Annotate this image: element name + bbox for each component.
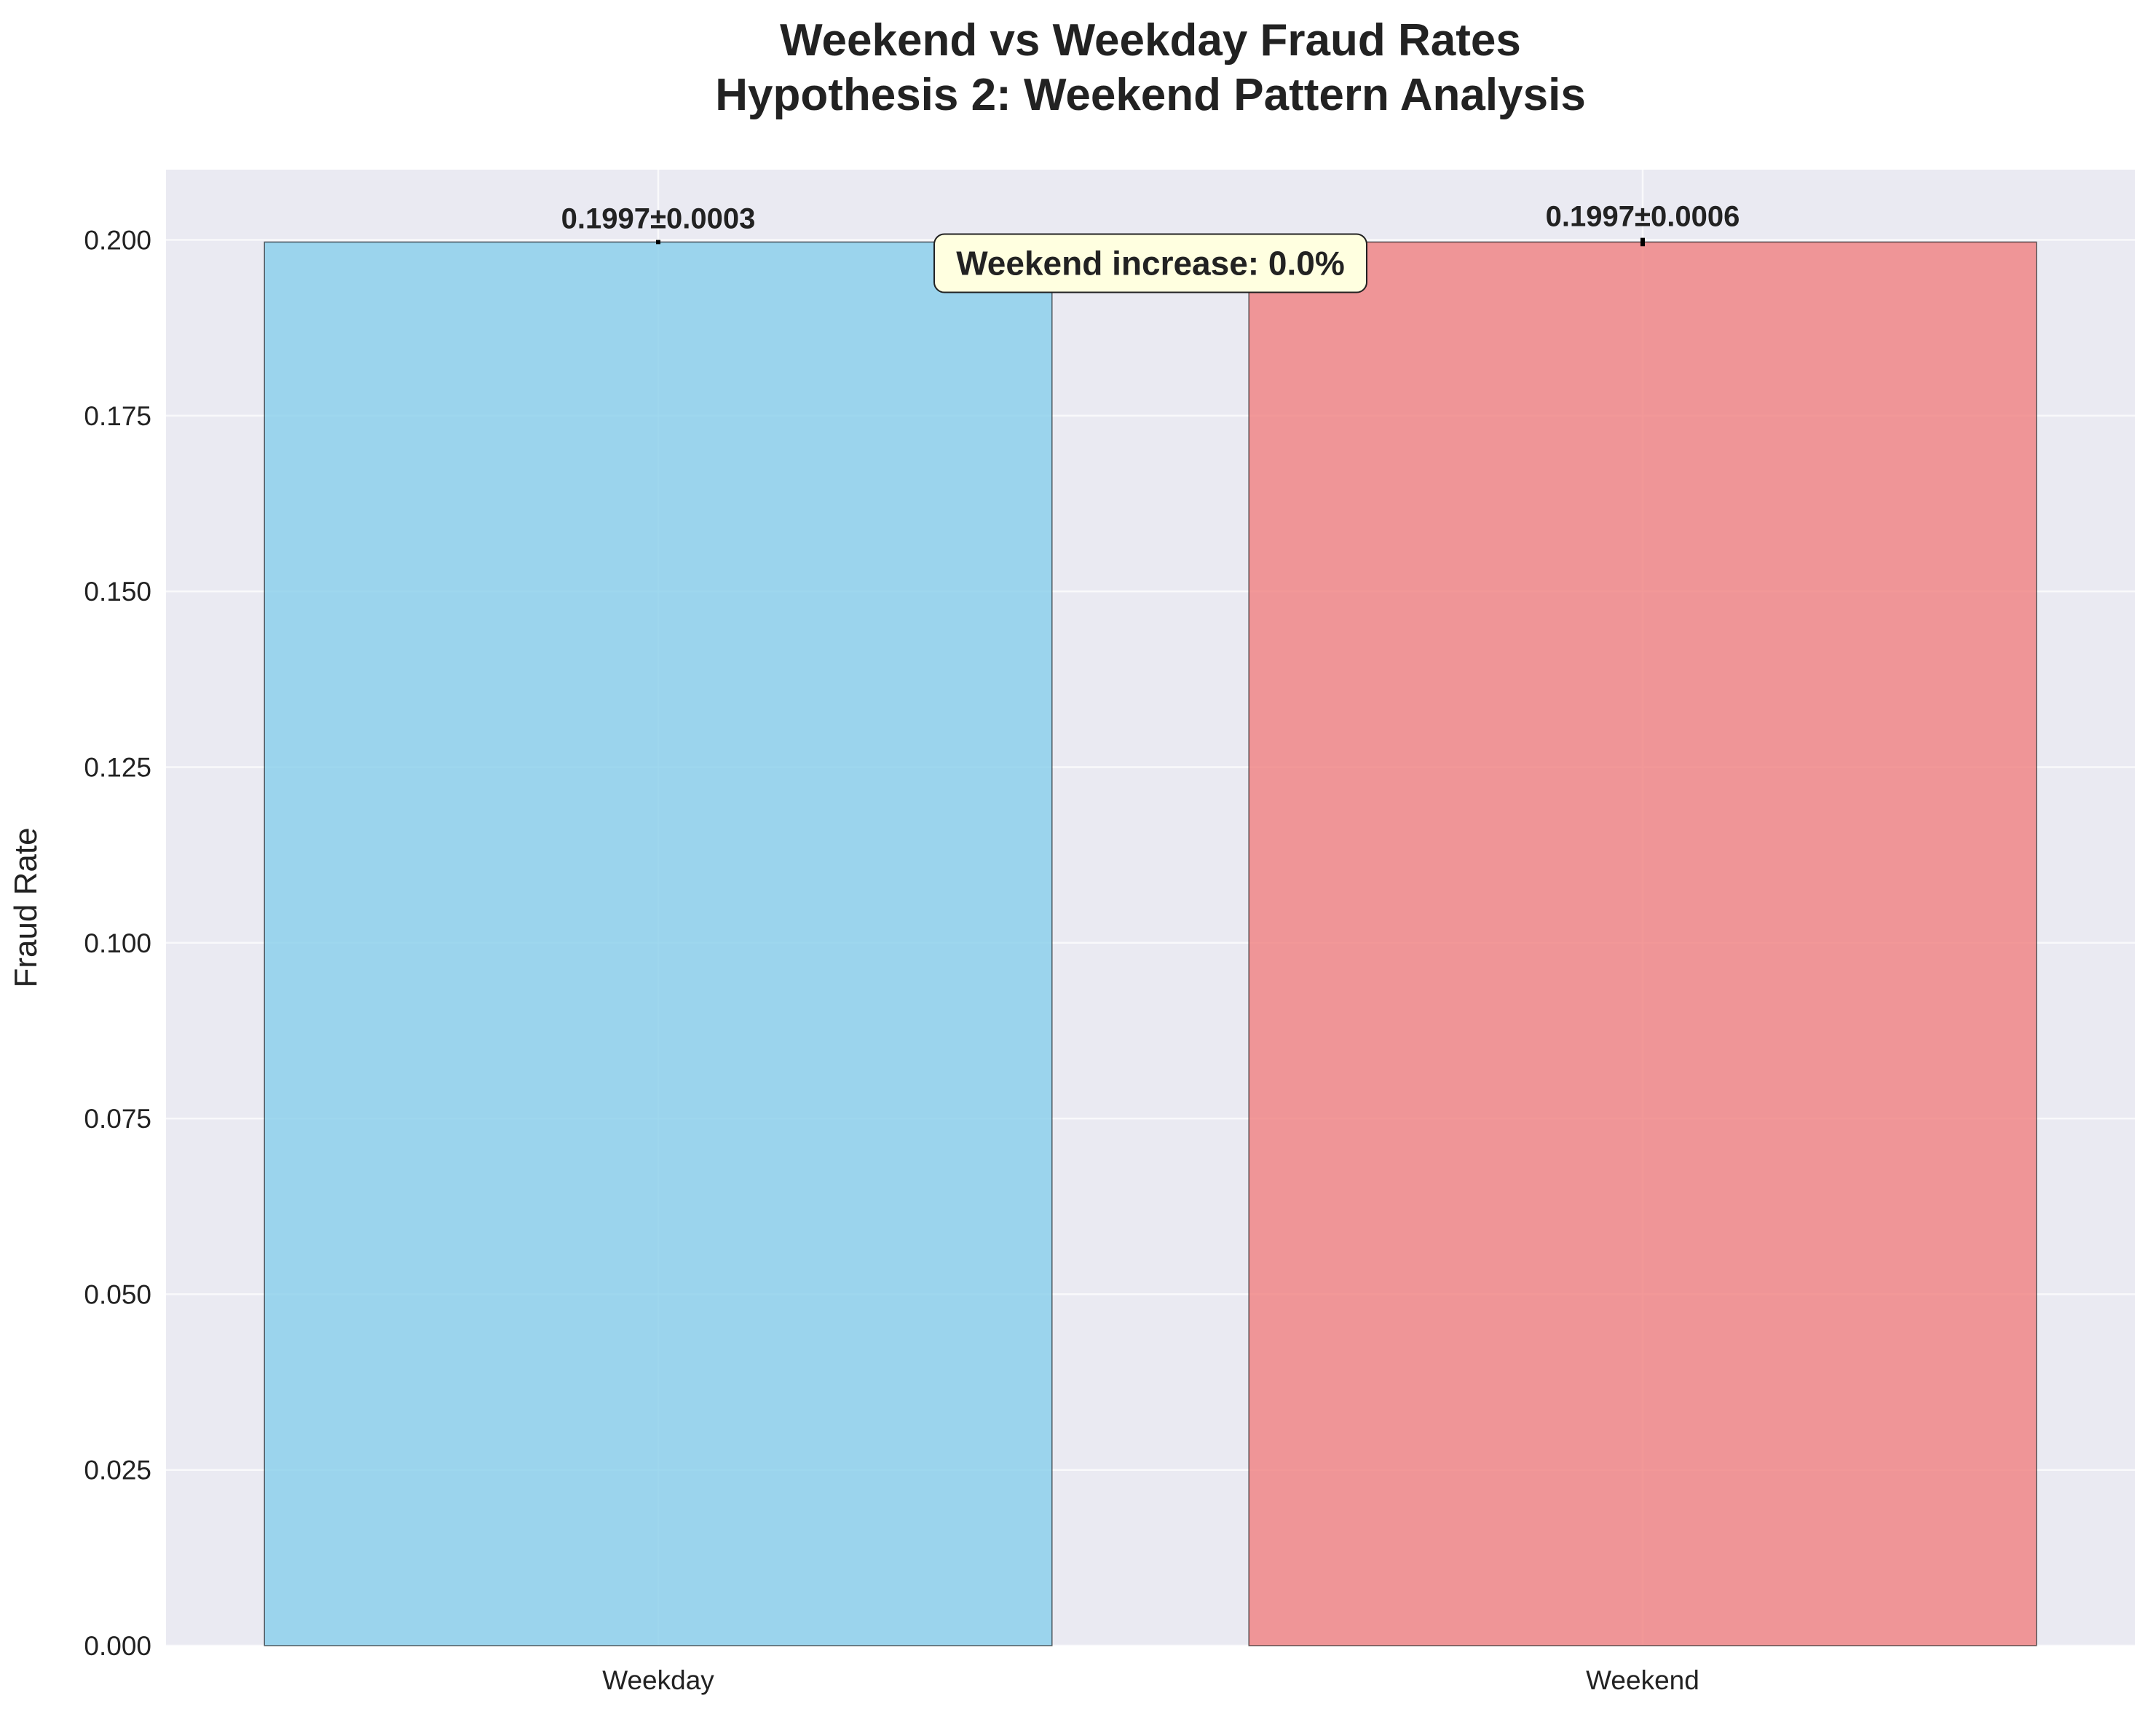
y-tick-layer: 0.000 0.025 0.050 0.075 0.100 0.125 0.150 0.175… — [84, 226, 151, 1661]
x-tick-layer: Weekday Weekend — [602, 1665, 1699, 1695]
bar-weekend — [1248, 241, 2037, 1646]
error-bar-layer — [656, 237, 1645, 247]
y-tick-label: 0.200 — [84, 226, 151, 256]
annotation-text: Weekend increase: 0.0% — [956, 245, 1345, 283]
y-tick-label: 0.175 — [84, 401, 151, 431]
y-tick-label: 0.025 — [84, 1456, 151, 1485]
y-tick-label: 0.050 — [84, 1279, 151, 1309]
data-label-weekend: 0.1997±0.0006 — [1546, 201, 1740, 233]
chart-title-line-1: Weekend vs Weekday Fraud Rates — [780, 15, 1521, 66]
y-tick-label: 0.100 — [84, 928, 151, 958]
y-tick-label: 0.150 — [84, 577, 151, 607]
y-tick-label: 0.125 — [84, 752, 151, 782]
x-tick-label: Weekday — [602, 1665, 714, 1695]
data-label-layer: 0.1997±0.0003 0.1997±0.0006 — [561, 201, 1740, 235]
y-axis-label: Fraud Rate — [8, 827, 44, 987]
data-label-weekday: 0.1997±0.0003 — [561, 203, 756, 235]
annotation-box — [933, 233, 1367, 293]
x-tick-label: Weekend — [1586, 1665, 1699, 1695]
bar-weekday — [264, 241, 1053, 1646]
bar-layer — [264, 241, 2037, 1646]
weekend-increase-annotation: Weekend increase: 0.0% — [933, 233, 1367, 293]
chart-title-line-2: Hypothesis 2: Weekend Pattern Analysis — [715, 70, 1586, 120]
y-tick-label: 0.000 — [84, 1631, 151, 1661]
y-tick-label: 0.075 — [84, 1104, 151, 1134]
